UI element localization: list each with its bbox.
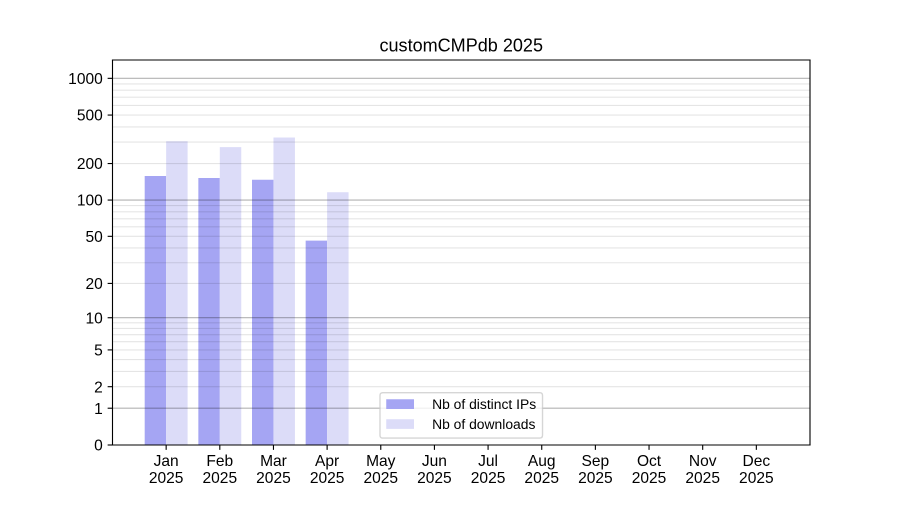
svg-text:200: 200 bbox=[77, 156, 103, 173]
svg-text:100: 100 bbox=[77, 193, 103, 210]
svg-text:Aug: Aug bbox=[528, 453, 556, 470]
svg-text:2025: 2025 bbox=[363, 470, 398, 487]
svg-text:5: 5 bbox=[94, 343, 103, 360]
svg-text:May: May bbox=[366, 453, 396, 470]
svg-text:1000: 1000 bbox=[68, 71, 103, 88]
svg-text:2025: 2025 bbox=[149, 470, 184, 487]
svg-text:2025: 2025 bbox=[471, 470, 506, 487]
svg-text:2025: 2025 bbox=[256, 470, 291, 487]
svg-text:10: 10 bbox=[85, 310, 103, 327]
svg-text:0: 0 bbox=[94, 438, 103, 455]
svg-text:Apr: Apr bbox=[315, 453, 339, 470]
svg-text:2025: 2025 bbox=[685, 470, 720, 487]
svg-text:2025: 2025 bbox=[632, 470, 667, 487]
svg-text:2: 2 bbox=[94, 379, 103, 396]
svg-text:2025: 2025 bbox=[524, 470, 559, 487]
svg-text:2025: 2025 bbox=[203, 470, 238, 487]
svg-text:2025: 2025 bbox=[739, 470, 774, 487]
svg-text:Jan: Jan bbox=[154, 453, 179, 470]
svg-text:20: 20 bbox=[85, 276, 103, 293]
svg-text:Feb: Feb bbox=[206, 453, 233, 470]
svg-text:50: 50 bbox=[85, 229, 103, 246]
svg-text:500: 500 bbox=[77, 108, 103, 125]
svg-text:Oct: Oct bbox=[637, 453, 662, 470]
svg-text:Nb of downloads: Nb of downloads bbox=[432, 416, 535, 432]
svg-text:1: 1 bbox=[94, 401, 103, 418]
svg-text:2025: 2025 bbox=[310, 470, 345, 487]
svg-text:Nov: Nov bbox=[689, 453, 717, 470]
svg-text:Mar: Mar bbox=[260, 453, 287, 470]
svg-text:Jun: Jun bbox=[422, 453, 447, 470]
svg-text:2025: 2025 bbox=[578, 470, 613, 487]
svg-text:2025: 2025 bbox=[417, 470, 452, 487]
svg-text:Dec: Dec bbox=[743, 453, 771, 470]
svg-text:customCMPdb 2025: customCMPdb 2025 bbox=[379, 36, 543, 56]
svg-text:Nb of distinct IPs: Nb of distinct IPs bbox=[432, 396, 536, 412]
svg-text:Jul: Jul bbox=[478, 453, 498, 470]
svg-text:Sep: Sep bbox=[582, 453, 610, 470]
